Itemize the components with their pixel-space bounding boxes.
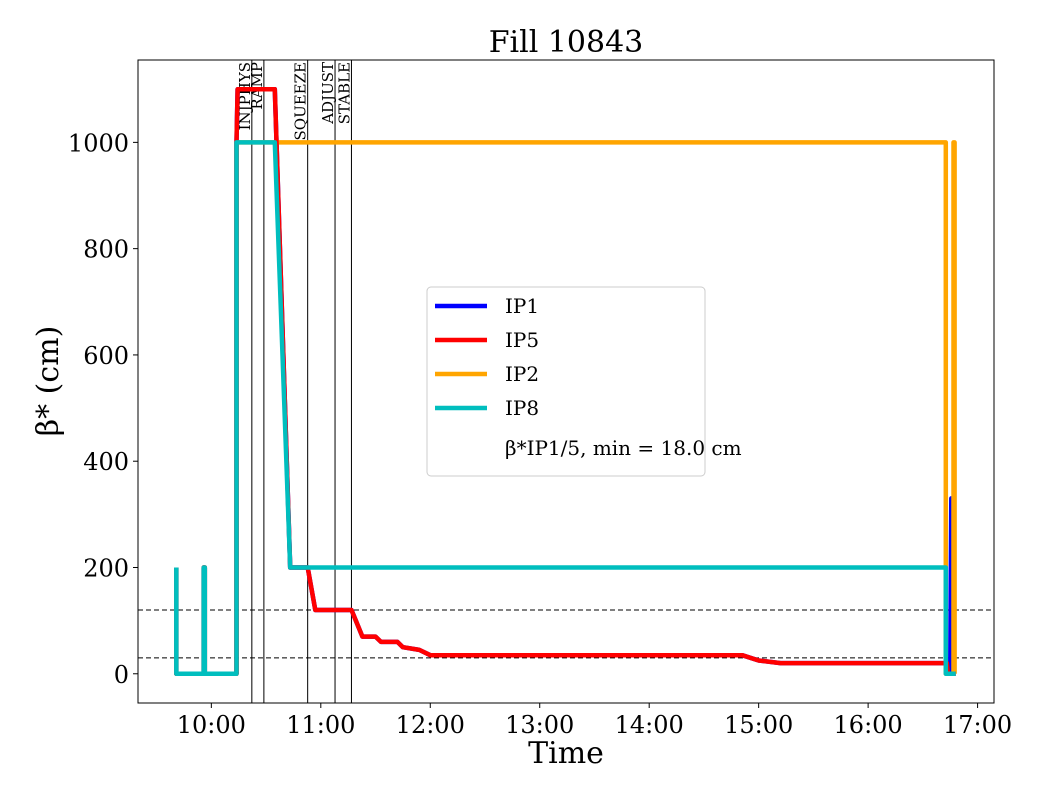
legend-label-ip1: IP1 <box>505 294 539 318</box>
legend-label-ip2: IP2 <box>505 362 539 386</box>
y-tick-label-0: 0 <box>114 661 129 689</box>
x-axis-ticks: 10:00 11:00 12:00 13:00 14:00 15:00 16:00 17:00 <box>177 703 1012 739</box>
y-axis-label: β* (cm) <box>31 326 66 437</box>
y-axis-ticks: 0 200 400 600 800 1000 <box>68 129 138 689</box>
x-tick-label-12: 12:00 <box>396 711 465 739</box>
y-tick-label-1000: 1000 <box>68 129 129 157</box>
legend-frame <box>426 286 706 477</box>
legend-label-ip5: IP5 <box>505 328 539 352</box>
legend-note: β*IP1/5, min = 18.0 cm <box>505 436 742 460</box>
y-tick-label-400: 400 <box>83 448 129 476</box>
phase-label-adjust: ADJUST <box>319 62 337 125</box>
threshold-lines <box>138 609 994 659</box>
series-line-ip8 <box>174 140 956 677</box>
legend-label-ip8: IP8 <box>505 396 539 420</box>
y-tick-label-600: 600 <box>83 342 129 370</box>
x-tick-label-14: 14:00 <box>615 711 684 739</box>
legend: IP1 IP5 IP2 IP8 β*IP1/5, min = 18.0 cm <box>426 286 742 477</box>
x-tick-label-13: 13:00 <box>505 711 574 739</box>
x-tick-label-15: 15:00 <box>724 711 793 739</box>
phase-label-squeeze: SQUEEZE <box>292 62 310 141</box>
phase-label-ramp: RAMP <box>248 62 266 110</box>
x-axis-label: Time <box>528 736 604 771</box>
x-tick-label-17: 17:00 <box>943 711 1012 739</box>
y-tick-label-200: 200 <box>83 554 129 582</box>
plot-frame <box>137 59 995 704</box>
x-tick-label-10: 10:00 <box>177 711 246 739</box>
x-tick-label-16: 16:00 <box>834 711 903 739</box>
phase-label-stable: STABLE <box>335 62 353 124</box>
y-tick-label-800: 800 <box>83 236 129 264</box>
phase-label-injphys: INJPHYS <box>236 62 254 130</box>
series-lines <box>174 86 957 677</box>
x-tick-label-11: 11:00 <box>286 711 355 739</box>
chart-title: Fill 10843 <box>489 25 644 60</box>
